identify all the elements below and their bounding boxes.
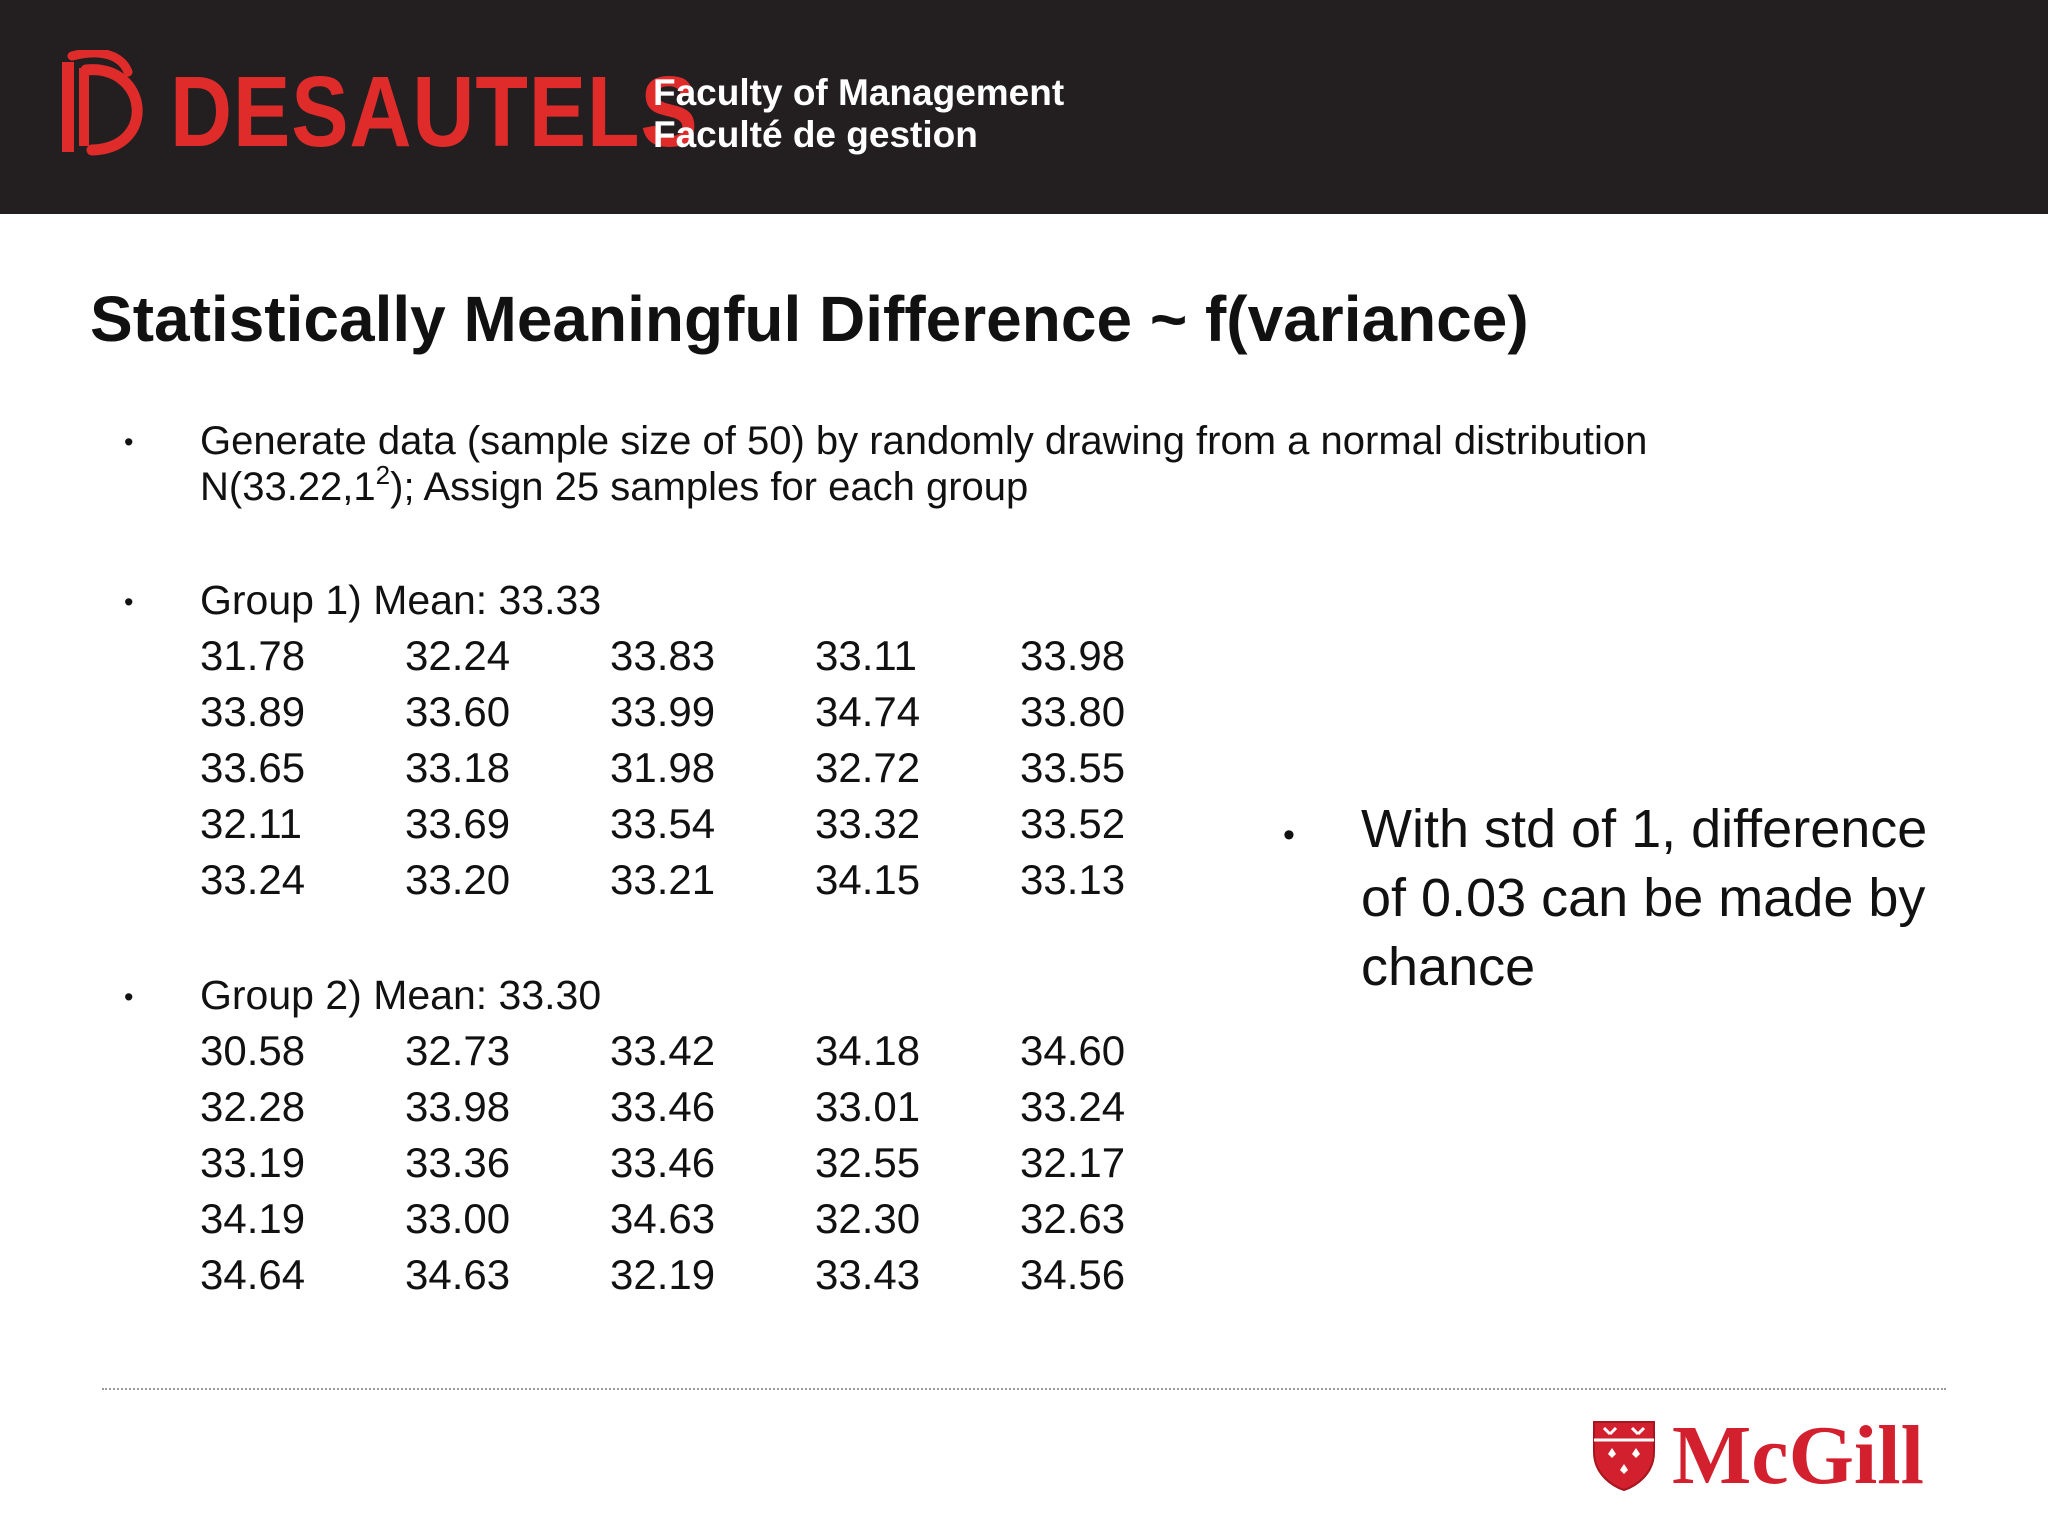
table-row: 33.24 33.20 33.21 34.15 33.13 [200, 852, 1225, 908]
faculty-name: Faculty of Management Faculté de gestion [653, 72, 1064, 156]
intro-line-2-post: ); Assign 25 samples for each group [390, 465, 1029, 509]
mcgill-shield-icon [1593, 1421, 1655, 1492]
intro-line-2-pre: N(33.22,1 [200, 465, 376, 509]
table-cell: 32.73 [405, 1027, 511, 1074]
table-row: 33.19 33.36 33.46 32.55 32.17 [200, 1135, 1225, 1191]
table-cell: 33.98 [1020, 632, 1126, 679]
mcgill-wordmark: McGill [1672, 1409, 1924, 1502]
table-cell: 32.63 [1020, 1195, 1126, 1242]
faculty-name-fr: Faculté de gestion [653, 114, 978, 155]
table-cell: 32.28 [200, 1083, 306, 1130]
bullet-marker: • [1283, 816, 1295, 854]
table-cell: 34.19 [200, 1195, 306, 1242]
table-cell: 34.56 [1020, 1251, 1126, 1298]
table-cell: 33.18 [405, 744, 511, 791]
table-cell: 33.20 [405, 856, 511, 903]
table-cell: 33.19 [200, 1139, 306, 1186]
intro-line-2-sup: 2 [375, 459, 391, 490]
table-row: 32.11 33.69 33.54 33.32 33.52 [200, 796, 1225, 852]
brand-wordmark: DESAUTELS [170, 56, 699, 168]
table-row: 30.58 32.73 33.42 34.18 34.60 [200, 1023, 1225, 1079]
table-cell: 33.65 [200, 744, 306, 791]
table-cell: 32.11 [200, 800, 302, 847]
table-row: 31.78 32.24 33.83 33.11 33.98 [200, 628, 1225, 684]
table-cell: 34.63 [610, 1195, 716, 1242]
table-cell: 33.46 [610, 1083, 716, 1130]
table-row: 34.19 33.00 34.63 32.30 32.63 [200, 1191, 1225, 1247]
table-cell: 33.83 [610, 632, 716, 679]
footer-divider [102, 1388, 1946, 1390]
table-cell: 30.58 [200, 1027, 306, 1074]
table-cell: 32.55 [815, 1139, 921, 1186]
table-cell: 33.80 [1020, 688, 1126, 735]
table-cell: 33.60 [405, 688, 511, 735]
table-row: 33.89 33.60 33.99 34.74 33.80 [200, 684, 1225, 740]
side-note: With std of 1, difference of 0.03 can be… [1361, 799, 1928, 997]
faculty-name-en: Faculty of Management [653, 72, 1065, 113]
intro-line-1: Generate data (sample size of 50) by ran… [200, 419, 1648, 463]
bullet-marker: • [124, 982, 134, 1012]
table-cell: 32.19 [610, 1251, 716, 1298]
table-cell: 32.24 [405, 632, 511, 679]
table-cell: 33.24 [200, 856, 306, 903]
table-cell: 33.69 [405, 800, 511, 847]
table-cell: 33.11 [815, 632, 917, 679]
group2-label: Group 2) Mean: 33.30 [200, 972, 602, 1018]
table-cell: 33.89 [200, 688, 306, 735]
table-cell: 31.78 [200, 632, 306, 679]
desautels-logo-icon [62, 50, 143, 156]
table-cell: 34.64 [200, 1251, 306, 1298]
table-cell: 33.54 [610, 800, 716, 847]
table-cell: 33.00 [405, 1195, 511, 1242]
table-cell: 33.24 [1020, 1083, 1126, 1130]
slide-title: Statistically Meaningful Difference ~ f(… [90, 283, 1529, 355]
table-cell: 34.74 [815, 688, 921, 735]
table-cell: 33.46 [610, 1139, 716, 1186]
group1-label: Group 1) Mean: 33.33 [200, 577, 602, 623]
table-row: 34.64 34.63 32.19 33.43 34.56 [200, 1247, 1225, 1303]
intro-line-2: N(33.22,12); Assign 25 samples for each … [200, 462, 1647, 510]
table-cell: 33.36 [405, 1139, 511, 1186]
table-cell: 33.21 [610, 856, 716, 903]
table-cell: 33.55 [1020, 744, 1126, 791]
table-cell: 33.98 [405, 1083, 511, 1130]
table-cell: 32.30 [815, 1195, 921, 1242]
header-bar: DESAUTELS Faculty of Management Faculté … [0, 0, 2048, 214]
table-cell: 34.15 [815, 856, 921, 903]
table-cell: 34.60 [1020, 1027, 1126, 1074]
table-cell: 33.52 [1020, 800, 1126, 847]
table-cell: 34.18 [815, 1027, 921, 1074]
table-cell: 33.99 [610, 688, 716, 735]
table-cell: 33.42 [610, 1027, 716, 1074]
intro-text: Generate data (sample size of 50) by ran… [200, 418, 1647, 510]
group1-table: 31.78 32.24 33.83 33.11 33.98 33.89 33.6… [200, 628, 1225, 908]
bullet-marker: • [124, 427, 134, 457]
bullet-marker: • [124, 587, 134, 617]
table-cell: 33.13 [1020, 856, 1126, 903]
table-cell: 31.98 [610, 744, 716, 791]
table-row: 32.28 33.98 33.46 33.01 33.24 [200, 1079, 1225, 1135]
group2-table: 30.58 32.73 33.42 34.18 34.60 32.28 33.9… [200, 1023, 1225, 1303]
table-cell: 33.43 [815, 1251, 921, 1298]
table-cell: 33.01 [815, 1083, 921, 1130]
table-cell: 33.32 [815, 800, 921, 847]
table-cell: 34.63 [405, 1251, 511, 1298]
table-cell: 32.72 [815, 744, 921, 791]
table-row: 33.65 33.18 31.98 32.72 33.55 [200, 740, 1225, 796]
table-cell: 32.17 [1020, 1139, 1126, 1186]
